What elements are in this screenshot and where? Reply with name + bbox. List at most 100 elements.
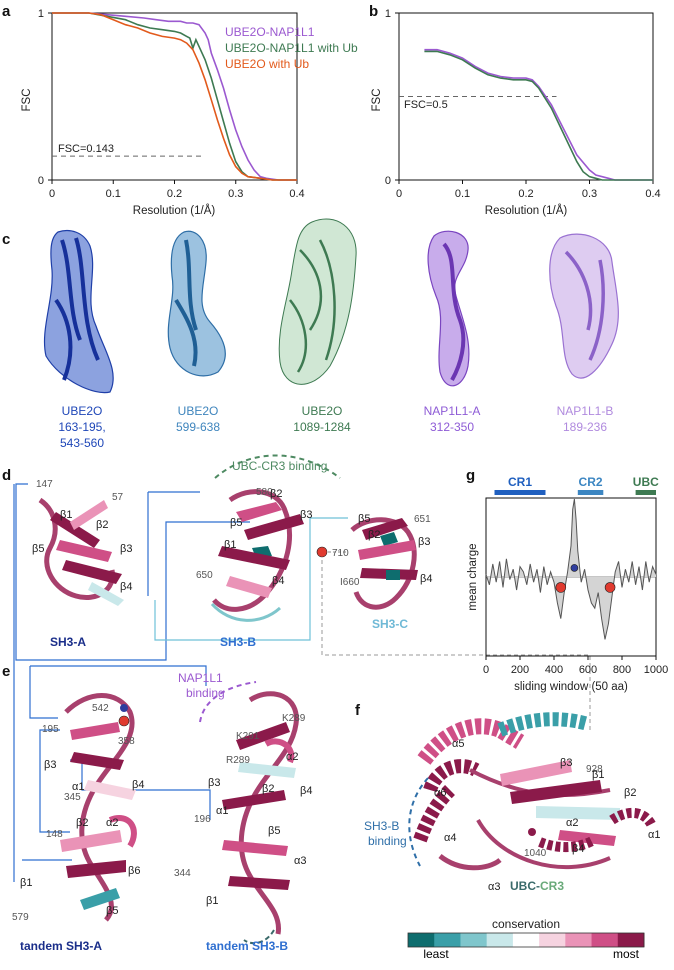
conservation-swatch xyxy=(617,933,645,947)
threshold-label-a: FSC=0.143 xyxy=(58,143,114,155)
a-xtick-label: 0.2 xyxy=(167,188,182,200)
sh3a-b3: β3 xyxy=(120,543,132,555)
y-axis-label-b: FSC xyxy=(371,89,383,112)
tandem-b-res-k289: K289 xyxy=(282,713,306,724)
x-axis-label-b: Resolution (1/Å) xyxy=(485,204,568,217)
tandem-a-b1: β1 xyxy=(20,877,32,889)
y-axis-label-g: mean charge xyxy=(467,543,479,610)
x-axis-label-a: Resolution (1/Å) xyxy=(133,204,216,217)
sh3c-structure xyxy=(350,517,418,610)
a-xtick-label: 0.1 xyxy=(106,188,121,200)
domain-label-cr1: CR1 xyxy=(508,475,532,489)
density-map-1 xyxy=(43,229,114,394)
cr3-a4: α4 xyxy=(444,832,456,844)
threshold-label-b: FSC=0.5 xyxy=(404,99,448,111)
sh3c-label: SH3-C xyxy=(372,617,408,631)
domain-bar-ubc xyxy=(635,490,656,495)
sh3a-structure xyxy=(38,497,124,606)
panel-f-letter: f xyxy=(355,702,361,719)
conservation-swatch xyxy=(434,933,461,947)
sh3b-b3: β3 xyxy=(300,509,312,521)
sh3c-b4: β4 xyxy=(420,573,432,585)
tandem-sh3b-label: tandem SH3-B xyxy=(206,939,288,953)
legend-ube2o-nap1l1-ub: UBE2O-NAP1L1 with Ub xyxy=(225,41,358,55)
tandem-a-a1: α1 xyxy=(72,781,84,793)
conservation-swatch xyxy=(565,933,593,947)
sh3b-sh3c-connector xyxy=(154,517,348,641)
fsc-chart-a: 0 0.1 0.2 0.3 0.4 0 1 Resolution (1/Å) FSC FSC… xyxy=(21,8,358,217)
tandem-a-b3: β3 xyxy=(44,759,56,771)
map-2-range: 599-638 xyxy=(176,420,220,434)
sh3a-end-residue: 57 xyxy=(112,492,124,503)
tandem-sh3a-structure xyxy=(60,693,137,922)
conservation-swatch xyxy=(512,933,540,947)
tandem-b-a3: α3 xyxy=(294,855,306,867)
tandem-a-res-358: 358 xyxy=(118,736,135,747)
b-series-line-1 xyxy=(424,50,653,181)
tandem-a-res-148: 148 xyxy=(46,829,63,840)
nap1l1-binding-arc xyxy=(199,681,257,723)
tandem-b-res-196: 196 xyxy=(194,814,211,825)
tandem-b-b5: β5 xyxy=(268,825,280,837)
a-xtick-label: 0 xyxy=(49,188,55,200)
g-xtick-label: 0 xyxy=(483,664,489,676)
sh3c-res-710: 710 xyxy=(332,548,349,559)
conservation-most: most xyxy=(613,947,640,961)
sh3c-res-i660: I660 xyxy=(340,577,360,588)
map-4-range: 312-350 xyxy=(430,420,474,434)
domain-label-ubc: UBC xyxy=(633,475,659,489)
b-xtick-label: 0.4 xyxy=(645,188,660,200)
cr3-res-928: 928 xyxy=(586,764,603,775)
tandem-b-b4: β4 xyxy=(300,785,312,797)
tandem-b-res-r289: R289 xyxy=(226,755,250,766)
g-xtick-label: 1000 xyxy=(644,664,668,676)
g-xtick-label: 800 xyxy=(613,664,631,676)
panel-e-letter: e xyxy=(2,663,10,680)
sh3b-label: SH3-B xyxy=(220,635,256,649)
tandem-b-res-k291: K291 xyxy=(236,731,260,742)
conservation-swatch xyxy=(408,933,435,947)
panel-b-letter: b xyxy=(369,3,378,20)
tandem-a-blue-marker xyxy=(120,704,128,712)
conservation-frame xyxy=(407,932,645,948)
ubc-cr3-binding-label: UBC-CR3 binding xyxy=(232,459,327,473)
sh3c-to-cr3-dashed xyxy=(321,560,591,730)
b-ytick-label: 1 xyxy=(385,8,391,20)
legend-ube2o-ub: UBE2O with Ub xyxy=(225,57,309,71)
tandem-b-a1: α1 xyxy=(216,805,228,817)
domain-connector-lines xyxy=(13,483,250,882)
tandem-b-b2: β2 xyxy=(262,783,274,795)
tandem-b-res-344: 344 xyxy=(174,868,191,879)
legend-ube2o-nap1l1: UBE2O-NAP1L1 xyxy=(225,25,315,39)
map-4-title: NAP1L1-A xyxy=(424,404,481,418)
mean-charge-chart: CR1 CR2 UBC 0 200 400 600 800 1000 sliding wind… xyxy=(467,475,668,693)
g-xtick-label: 200 xyxy=(511,664,529,676)
b-series-line-0 xyxy=(424,48,653,181)
conservation-colorbar xyxy=(407,932,645,948)
tandem-a-b4: β4 xyxy=(132,779,144,791)
b-xtick-label: 0.1 xyxy=(455,188,470,200)
a-series-line-2 xyxy=(52,12,297,181)
b-ytick-label: 0 xyxy=(385,175,391,187)
map-2-title: UBE2O xyxy=(178,404,219,418)
tandem-b-b1: β1 xyxy=(206,895,218,907)
ubc-cr3-binding-arc xyxy=(214,454,341,479)
domain-bar-cr2 xyxy=(577,490,604,495)
charge-marker-1 xyxy=(570,564,579,572)
tandem-a-res-345: 345 xyxy=(64,792,81,803)
sh3b-binding-label-2: binding xyxy=(368,834,407,848)
b-xtick-label: 0 xyxy=(396,188,402,200)
map-1-range-2: 543-560 xyxy=(60,436,104,450)
tandem-a-b2: β2 xyxy=(76,817,88,829)
fsc-chart-b: 0 0.1 0.2 0.3 0.4 0 1 Resolution (1/Å) FSC FSC… xyxy=(371,8,661,217)
tandem-b-b3: β3 xyxy=(208,777,220,789)
tandem-a-b5: β5 xyxy=(106,905,118,917)
sh3a-b2: β2 xyxy=(96,519,108,531)
sh3a-label: SH3-A xyxy=(50,635,86,649)
sh3a-b5: β5 xyxy=(32,543,44,555)
density-map-5 xyxy=(549,233,619,379)
nap1l1-binding-label-1: NAP1L1 xyxy=(178,671,223,685)
conservation-title: conservation xyxy=(492,917,560,931)
cr3-a3: α3 xyxy=(488,881,500,893)
cr3-b4: β4 xyxy=(572,843,584,855)
